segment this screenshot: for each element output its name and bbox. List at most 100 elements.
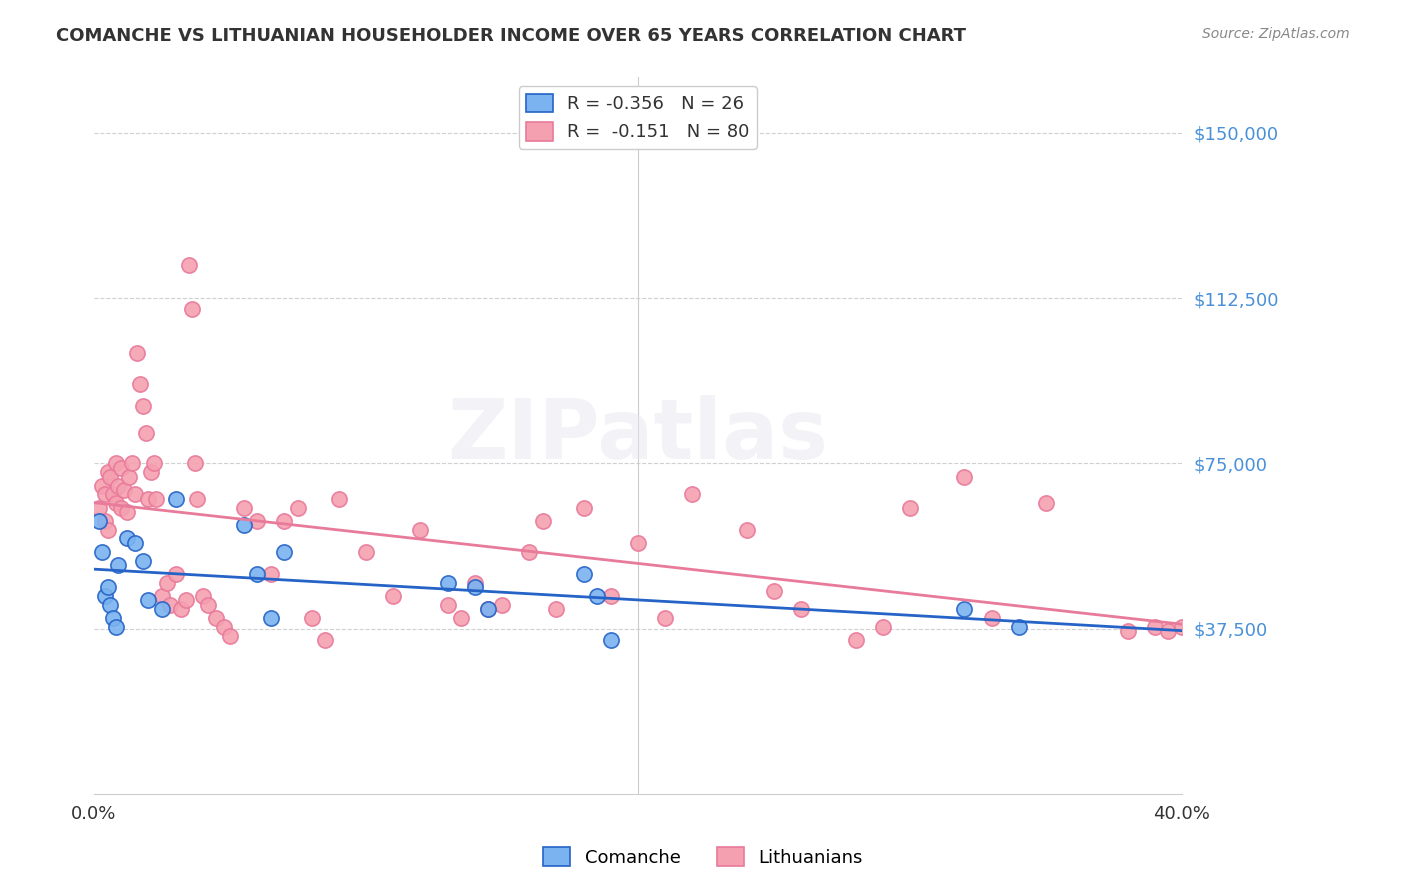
Point [104,496,127,510]
Point [898,500,921,515]
Point [572,500,595,515]
Point [260,566,283,581]
Legend: Comanche, Lithuanians: Comanche, Lithuanians [536,840,870,874]
Point [129,377,152,392]
Point [101,487,124,501]
Point [132,399,155,413]
Point [1116,624,1139,639]
Point [436,575,458,590]
Point [191,589,214,603]
Point [115,505,138,519]
Point [287,500,309,515]
Point [98,598,121,612]
Point [436,598,458,612]
Point [246,514,269,528]
Point [328,491,350,506]
Point [98,469,121,483]
Point [170,602,193,616]
Point [599,632,621,647]
Point [150,602,173,616]
Point [165,566,187,581]
Point [127,346,149,360]
Point [1008,620,1031,634]
Point [89,514,111,528]
Point [953,469,976,483]
Point [953,602,976,616]
Point [1035,496,1057,510]
Point [790,602,813,616]
Point [145,491,167,506]
Point [450,611,472,625]
Point [546,602,568,616]
Text: COMANCHE VS LITHUANIAN HOUSEHOLDER INCOME OVER 65 YEARS CORRELATION CHART: COMANCHE VS LITHUANIAN HOUSEHOLDER INCOM… [56,27,966,45]
Point [139,465,162,479]
Point [165,491,187,506]
Point [232,518,254,533]
Point [586,589,609,603]
Point [681,487,703,501]
Point [477,602,499,616]
Point [872,620,894,634]
Point [118,469,141,483]
Point [232,500,254,515]
Point [150,589,173,603]
Point [107,478,129,492]
Point [96,465,118,479]
Point [91,545,114,559]
Point [104,457,127,471]
Point [464,580,486,594]
Point [491,598,513,612]
Point [354,545,377,559]
Point [599,589,621,603]
Point [183,457,205,471]
Point [94,514,117,528]
Point [301,611,323,625]
Point [132,553,155,567]
Point [156,575,179,590]
Point [531,514,554,528]
Point [89,500,111,515]
Point [179,258,201,272]
Point [142,457,165,471]
Point [844,632,866,647]
Point [136,593,159,607]
Point [124,536,146,550]
Point [273,545,295,559]
Point [246,566,269,581]
Text: ZIPatlas: ZIPatlas [447,395,828,476]
Point [654,611,676,625]
Point [517,545,540,559]
Point [735,523,758,537]
Point [314,632,336,647]
Point [176,593,198,607]
Point [205,611,228,625]
Point [96,523,118,537]
Point [121,457,143,471]
Point [104,620,127,634]
Point [464,575,486,590]
Point [409,523,432,537]
Point [94,487,117,501]
Point [382,589,405,603]
Point [107,558,129,572]
Point [197,598,219,612]
Point [101,611,124,625]
Point [477,602,499,616]
Point [186,491,208,506]
Point [91,478,114,492]
Point [572,566,595,581]
Point [112,483,135,497]
Point [96,580,118,594]
Point [1171,620,1194,634]
Point [627,536,650,550]
Point [136,491,159,506]
Point [214,620,236,634]
Point [159,598,181,612]
Point [260,611,283,625]
Legend: R = -0.356   N = 26, R =  -0.151   N = 80: R = -0.356 N = 26, R = -0.151 N = 80 [519,87,756,149]
Point [219,628,242,642]
Point [762,584,785,599]
Text: Source: ZipAtlas.com: Source: ZipAtlas.com [1202,27,1350,41]
Point [180,301,202,316]
Point [110,461,132,475]
